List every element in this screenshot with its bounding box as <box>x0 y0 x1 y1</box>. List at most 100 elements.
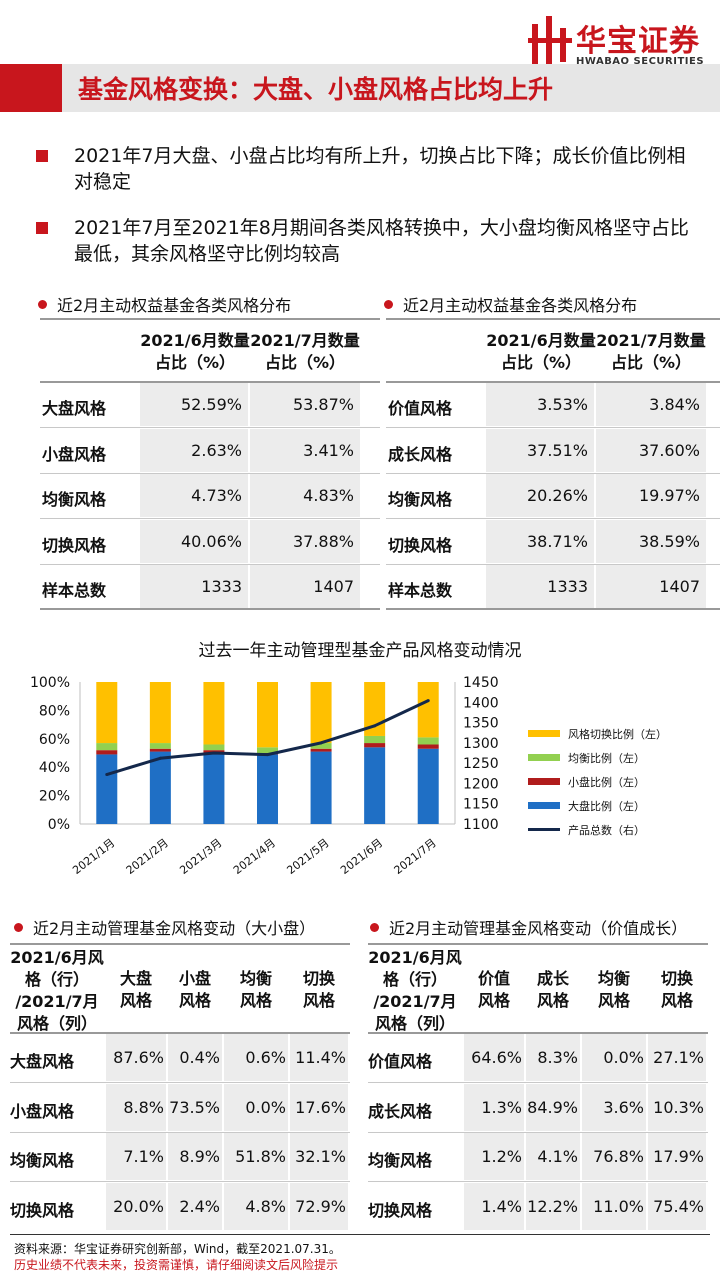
matrix-cell-bg <box>582 1182 646 1230</box>
y-right-tick-label: 1300 <box>463 736 499 752</box>
y-left-tick-label: 0% <box>48 817 70 833</box>
row-label: 价值风格 <box>388 399 453 418</box>
y-right-tick-label: 1400 <box>463 695 499 711</box>
brand-logo: 华宝证券 HWABAO SECURITIES <box>528 12 713 72</box>
table-cell: 37.88% <box>292 531 354 551</box>
bullet-2: 2021年7月至2021年8月期间各类风格转换中，大小盘均衡风格坚守占比最低，其… <box>36 215 689 267</box>
table-row-bg <box>250 474 360 517</box>
matrix-corner-label: 2021/6月风 格（行） /2021/7月 风格（列） <box>10 948 104 1033</box>
column-header: 2021/6月数量 占比（%） <box>140 331 250 372</box>
product-count-point <box>266 753 269 757</box>
table-cell: 53.87% <box>292 395 354 414</box>
table-row-bg <box>250 428 360 472</box>
matrix-column-header: 大盘 风格 <box>119 969 152 1010</box>
matrix-cell: 12.2% <box>527 1196 578 1216</box>
matrix-column-header: 均衡 风格 <box>239 969 272 1010</box>
table-cell: 19.97% <box>638 486 700 505</box>
bullet-text: 2021年7月至2021年8月期间各类风格转换中，大小盘均衡风格坚守占比最低，其… <box>74 217 689 265</box>
matrix-column-header: 小盘 风格 <box>178 969 211 1010</box>
x-tick-label: 2021/5月 <box>284 836 331 877</box>
matrix-cell-bg <box>224 1133 288 1180</box>
matrix-column-header: 均衡 风格 <box>597 969 630 1010</box>
x-tick-label: 2021/3月 <box>177 836 224 877</box>
bar-segment <box>96 682 118 744</box>
table-row-bg <box>596 519 706 563</box>
matrix-top-rule <box>10 943 350 945</box>
row-rule <box>40 563 380 565</box>
matrix-cell: 64.6% <box>471 1048 522 1067</box>
bullet-dot-icon <box>384 300 393 309</box>
matrix-cell: 8.9% <box>179 1147 220 1166</box>
bar-segment <box>310 751 332 824</box>
matrix-cell: 11.4% <box>295 1048 346 1067</box>
matrix-row-label: 成长风格 <box>368 1101 433 1121</box>
legend-swatch <box>528 802 560 809</box>
matrix-row-label: 切换风格 <box>368 1200 433 1220</box>
table-cell: 4.83% <box>303 486 354 505</box>
table-top-rule <box>386 318 720 320</box>
matrix-cell: 1.3% <box>481 1097 522 1117</box>
y-left-tick-label: 40% <box>39 760 70 776</box>
style-chart: 0% 20% 40% 60% 80% 100% 1100 1150 1200 1250 1300 13… <box>30 675 499 877</box>
table-top-rule <box>40 318 380 320</box>
row-label: 切换风格 <box>42 535 107 555</box>
legend-swatch <box>528 730 560 737</box>
matrix-cell-bg <box>648 1133 706 1180</box>
matrix-cell-bg <box>582 1133 646 1180</box>
table-row-bg <box>250 383 360 426</box>
table-bottom-rule <box>386 608 720 610</box>
footer-divider <box>10 1234 710 1235</box>
table-row-bg <box>250 519 360 563</box>
bar-segment <box>257 747 278 753</box>
row-rule <box>40 518 380 519</box>
legend-label: 小盘比例（左） <box>568 776 645 789</box>
bar-segment <box>203 682 225 745</box>
y-right-tick-label: 1350 <box>463 716 499 732</box>
table-row-bg <box>140 565 248 608</box>
matrix-cell-bg <box>526 1182 580 1230</box>
matrix-cell-bg <box>106 1133 166 1180</box>
bar-segment <box>203 744 225 751</box>
table-cell: 1333 <box>201 577 242 596</box>
table-row-bg <box>140 519 248 563</box>
row-label: 切换风格 <box>388 535 453 555</box>
legend-swatch <box>528 828 560 831</box>
y-right-tick-label: 1250 <box>463 756 499 772</box>
matrix-cell: 0.0% <box>245 1097 286 1117</box>
table-row-bg <box>596 474 706 517</box>
matrix-row-rule <box>10 1131 350 1133</box>
matrix-cell-bg <box>224 1083 288 1131</box>
y-right-tick-label: 1450 <box>463 675 499 691</box>
matrix-row-label: 价值风格 <box>368 1052 433 1071</box>
product-count-point <box>158 756 162 760</box>
matrix-cell-bg <box>290 1083 348 1131</box>
matrix-cell: 17.6% <box>295 1097 346 1117</box>
x-tick-label: 2021/6月 <box>338 836 385 877</box>
x-tick-label: 2021/7月 <box>392 836 439 877</box>
y-left-tick-label: 60% <box>39 732 70 748</box>
table-cell: 38.71% <box>526 531 588 551</box>
matrix-cell: 2.4% <box>179 1196 220 1216</box>
y-left-tick-label: 20% <box>39 789 70 805</box>
row-label: 小盘风格 <box>42 444 107 464</box>
matrix-column-header: 切换 风格 <box>302 969 335 1010</box>
matrix-row-label: 小盘风格 <box>10 1101 75 1121</box>
bar-segment <box>417 737 439 745</box>
matrix-cell: 72.9% <box>295 1196 346 1216</box>
matrix-cell-bg <box>168 1182 222 1230</box>
table-row-bg <box>140 428 248 472</box>
matrix-cell: 4.1% <box>537 1147 578 1166</box>
table-row-bg <box>486 428 594 472</box>
matrix-row-label: 大盘风格 <box>10 1052 75 1071</box>
matrix-cell-bg <box>648 1083 706 1131</box>
matrix-cell: 11.0% <box>593 1196 644 1216</box>
bullet-dot-icon <box>14 923 23 932</box>
matrix-cell-bg <box>290 1034 348 1081</box>
matrix-cell: 7.1% <box>123 1147 164 1166</box>
table-row-bg <box>140 474 248 517</box>
matrix-cell-bg <box>106 1034 166 1081</box>
bullet-marker <box>36 150 48 162</box>
product-count-point <box>105 773 109 777</box>
matrix-cell-bg <box>106 1083 166 1131</box>
matrix-cell: 10.3% <box>653 1097 704 1117</box>
